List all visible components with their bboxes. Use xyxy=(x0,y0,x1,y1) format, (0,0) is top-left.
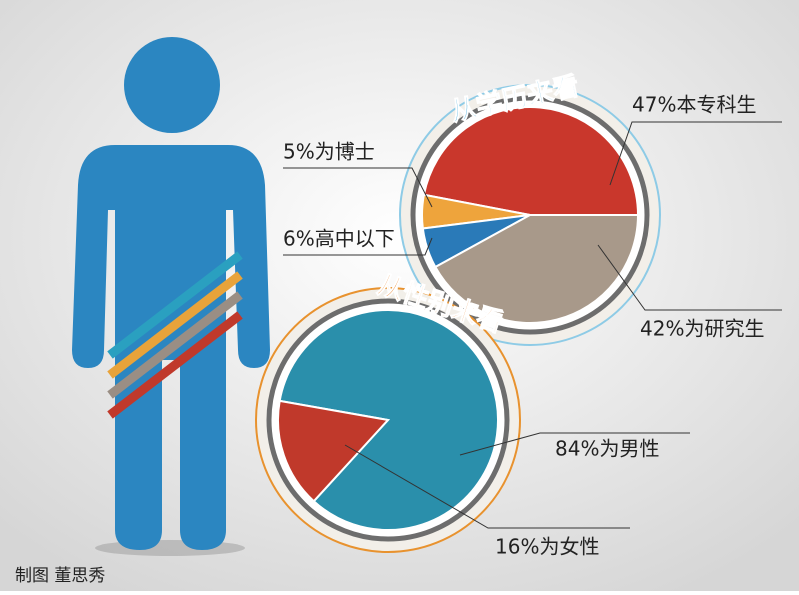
leader-line xyxy=(597,244,782,311)
leader-line xyxy=(609,121,782,186)
value-label: 6%高中以下 xyxy=(283,227,395,251)
pie-slice xyxy=(433,214,640,324)
pie-slice xyxy=(422,106,640,216)
value-label: 84%为男性 xyxy=(555,437,659,461)
ribbons xyxy=(107,251,243,419)
leader-line xyxy=(344,444,630,529)
pie-slice xyxy=(277,399,390,503)
value-label: 47%本专科生 xyxy=(632,93,756,117)
leader-line xyxy=(459,432,690,456)
value-label: 42%为研究生 xyxy=(640,317,764,341)
leader-line xyxy=(283,237,433,256)
credit: 制图 董思秀 xyxy=(15,566,105,586)
value-label: 5%为博士 xyxy=(283,140,375,164)
leader-line xyxy=(283,167,433,208)
value-label: 16%为女性 xyxy=(495,535,599,559)
